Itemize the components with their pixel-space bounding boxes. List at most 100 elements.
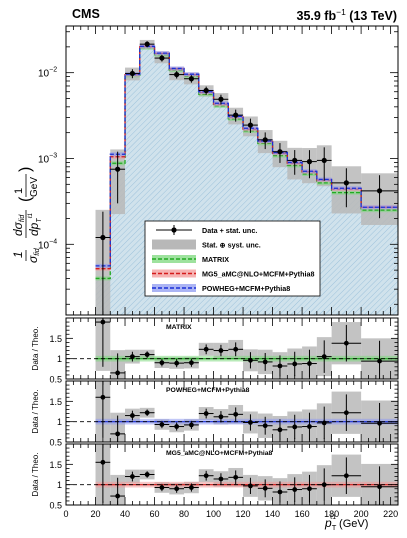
- ratio-point: [248, 357, 253, 363]
- data-point: [218, 96, 224, 102]
- ratio-point: [159, 422, 165, 427]
- energy-label: (13 TeV): [349, 9, 397, 24]
- ratio-point: [321, 482, 327, 488]
- data-point: [247, 122, 254, 128]
- ylabel-dpt: dpTℓ1: [27, 213, 43, 236]
- data-point: [321, 157, 327, 164]
- data-point: [292, 157, 298, 164]
- x-tick-label: 40: [120, 509, 130, 519]
- ratio-point: [159, 485, 165, 490]
- legend-label: POWHEG+MCFM+Pythia8: [202, 284, 290, 293]
- theory-band: [154, 51, 170, 56]
- ratio-point: [115, 370, 121, 376]
- ratio-point: [248, 483, 253, 489]
- ratio-point: [377, 484, 382, 490]
- ratio-point: [321, 420, 327, 426]
- ratio-point: [115, 431, 121, 437]
- ratio-point: [262, 485, 268, 491]
- ratio-y-tick-label: 1.5: [49, 460, 62, 470]
- ylabel-paren-close: ): [17, 167, 34, 172]
- legend-label: MG5_aMC@NLO+MCFM+Pythia8: [202, 270, 314, 279]
- ratio-point: [307, 486, 312, 492]
- data-point: [159, 55, 165, 61]
- luminosity-value: 35.9 fb: [296, 9, 337, 24]
- ratio-point: [277, 489, 283, 495]
- ratio-point: [159, 360, 165, 366]
- ratio-point: [189, 360, 194, 366]
- data-point: [203, 87, 209, 94]
- ratio-point: [218, 414, 224, 420]
- ylabel-unit-den: GeV: [29, 177, 40, 197]
- data-point: [144, 41, 150, 47]
- data-point: [233, 112, 239, 118]
- ratio-y-tick-label: 0.5: [49, 438, 62, 448]
- x-tick-label: 0: [63, 509, 68, 519]
- ratio-y-tick-label: 1: [57, 354, 62, 364]
- y-tick-label: 10−3: [38, 152, 57, 165]
- y-tick-label: 10−4: [38, 238, 57, 251]
- x-axis-label: pTℓ1 (GeV): [324, 514, 368, 532]
- ylabel-sigma: σfid: [26, 247, 41, 263]
- ratio-point: [174, 424, 180, 429]
- ratio-y-tick-label: 1: [57, 480, 62, 490]
- ratio-point: [262, 423, 268, 429]
- ratio-point: [248, 420, 253, 425]
- ratio-point: [343, 473, 349, 479]
- ratio-point: [100, 459, 106, 465]
- ratio-point: [233, 411, 239, 417]
- x-tick-label: 100: [206, 509, 221, 519]
- ratio-point: [292, 424, 298, 430]
- ratio-panel-title: MATRIX: [166, 324, 192, 331]
- ratio-point: [174, 360, 180, 366]
- legend-label: MATRIX: [202, 255, 229, 264]
- ratio-point: [377, 420, 382, 426]
- data-point: [100, 234, 106, 241]
- ratio-point: [233, 346, 239, 352]
- ratio-y-tick-label: 0.5: [49, 501, 62, 511]
- data-point: [115, 166, 121, 172]
- ratio-y-axis-label: Data / Theo.: [31, 453, 40, 497]
- x-tick-label: 20: [91, 509, 101, 519]
- x-tick-label: 160: [295, 509, 310, 519]
- x-tick-label: 120: [236, 509, 251, 519]
- data-point: [188, 76, 195, 82]
- theory-line: [95, 45, 398, 267]
- legend-grey-box: [152, 239, 196, 250]
- ratio-point: [130, 474, 135, 479]
- ratio-point: [115, 493, 121, 499]
- ratio-point: [233, 474, 239, 480]
- x-tick-label: 60: [150, 509, 160, 519]
- ratio-panel-frame: [65, 380, 399, 443]
- luminosity-exponent: −1: [336, 7, 346, 17]
- ylabel-dsigma: dσfid: [11, 214, 26, 236]
- ratio-point: [307, 424, 312, 429]
- experiment-label: CMS: [72, 7, 100, 21]
- ratio-panel: 0.5 1 1.5 MG5_aMC@NLO+MCFM+Pythia8 Data / Th…: [31, 443, 399, 511]
- ratio-panel-title: MG5_aMC@NLO+MCFM+Pythia8: [166, 450, 273, 457]
- data-point: [376, 188, 383, 194]
- ratio-point: [277, 427, 283, 433]
- ratio-point: [144, 410, 150, 416]
- ratio-point: [100, 394, 106, 400]
- x-tick-label: 200: [354, 509, 369, 519]
- ratio-point: [100, 319, 106, 325]
- data-point: [306, 159, 313, 165]
- ratio-point: [144, 472, 150, 477]
- data-point: [277, 149, 283, 155]
- y-tick-label: 10−2: [38, 67, 57, 80]
- ratio-y-tick-label: 1.5: [49, 334, 62, 344]
- ratio-y-tick-label: 1.5: [49, 397, 62, 407]
- x-tick-label: 80: [179, 509, 189, 519]
- ratio-panel: 0.5 1 1.5 POWHEG+MCFM+Pythia8 Data / Theo.: [31, 380, 399, 448]
- x-tick-label: 140: [265, 509, 280, 519]
- x-tick-label: 220: [383, 509, 398, 519]
- main-panel-frame: [65, 25, 399, 316]
- ratio-point: [262, 359, 268, 365]
- ratio-point: [144, 352, 150, 357]
- ratio-point: [343, 340, 349, 346]
- ratio-panel-frame: [65, 443, 399, 506]
- ratio-point: [189, 422, 194, 428]
